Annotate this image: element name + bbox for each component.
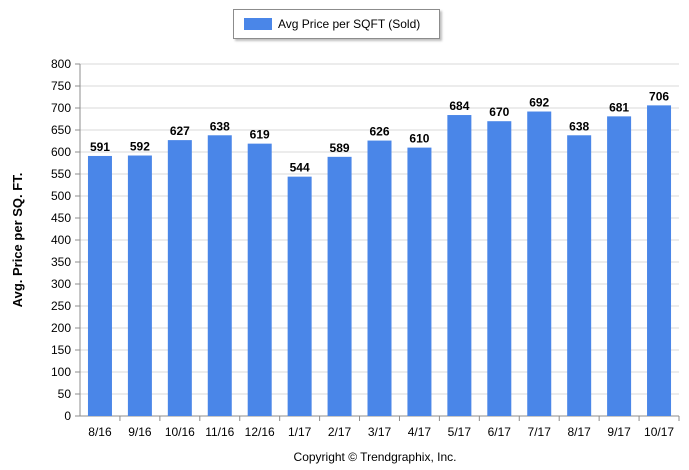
legend-swatch	[244, 18, 272, 30]
y-tick-label: 100	[51, 365, 71, 379]
x-tick-label: 7/17	[528, 425, 552, 439]
data-label: 619	[250, 128, 270, 142]
y-tick-label: 750	[51, 79, 71, 93]
data-label: 692	[529, 96, 549, 110]
x-tick-label: 10/16	[165, 425, 195, 439]
bar	[327, 156, 352, 416]
bar	[207, 135, 232, 416]
y-tick-label: 550	[51, 167, 71, 181]
legend: Avg Price per SQFT (Sold)	[233, 9, 440, 39]
x-tick-label: 10/17	[644, 425, 674, 439]
y-tick-label: 250	[51, 299, 71, 313]
bar	[367, 140, 392, 416]
y-tick-label: 700	[51, 101, 71, 115]
data-label: 610	[409, 132, 429, 146]
data-label: 706	[649, 89, 669, 103]
x-tick-label: 8/17	[567, 425, 591, 439]
x-tick-label: 5/17	[448, 425, 472, 439]
x-tick-label: 6/17	[488, 425, 512, 439]
y-tick-label: 200	[51, 321, 71, 335]
copyright-text: Copyright © Trendgraphix, Inc.	[294, 450, 457, 464]
tick-labels: 0 50 100 150 200 250 300 350 400 450 500 550 600 650 7…	[51, 57, 674, 439]
data-label: 589	[330, 141, 350, 155]
x-tick-label: 2/17	[328, 425, 352, 439]
y-tick-label: 600	[51, 145, 71, 159]
bar	[487, 121, 512, 416]
y-tick-label: 500	[51, 189, 71, 203]
bar	[407, 147, 432, 416]
data-label: 627	[170, 124, 190, 138]
bar	[607, 116, 632, 417]
x-tick-label: 9/16	[128, 425, 152, 439]
bar	[287, 176, 312, 416]
bar	[87, 155, 112, 416]
bars	[87, 105, 672, 417]
data-label: 638	[210, 119, 230, 133]
y-tick-label: 450	[51, 211, 71, 225]
bar	[167, 140, 192, 416]
x-tick-label: 4/17	[408, 425, 432, 439]
data-label: 544	[290, 161, 310, 175]
bar	[647, 105, 672, 417]
x-tick-label: 11/16	[205, 425, 234, 439]
data-label: 592	[130, 140, 150, 154]
x-tick-label: 9/17	[607, 425, 631, 439]
bar	[447, 115, 472, 416]
bar	[567, 135, 592, 416]
y-tick-label: 650	[51, 123, 71, 137]
data-label: 670	[489, 105, 509, 119]
y-tick-label: 800	[51, 57, 71, 71]
bar	[127, 155, 152, 416]
y-tick-label: 0	[64, 409, 71, 423]
bar	[247, 143, 272, 416]
bar	[527, 111, 552, 417]
data-label: 681	[609, 100, 629, 114]
data-labels: 591 592 627 638 619 544 589 626 610 684 670 692 638 6…	[90, 89, 669, 174]
y-tick-label: 400	[51, 233, 71, 247]
x-tick-label: 3/17	[368, 425, 392, 439]
y-tick-label: 300	[51, 277, 71, 291]
data-label: 591	[90, 140, 110, 154]
x-tick-label: 1/17	[288, 425, 312, 439]
y-tick-label: 150	[51, 343, 71, 357]
data-label: 626	[369, 125, 389, 139]
y-axis-label: Avg. Price per SQ. FT.	[10, 173, 25, 308]
x-tick-label: 12/16	[245, 425, 275, 439]
x-tick-label: 8/16	[88, 425, 112, 439]
y-tick-label: 350	[51, 255, 71, 269]
data-label: 638	[569, 119, 589, 133]
y-tick-label: 50	[58, 387, 72, 401]
legend-label: Avg Price per SQFT (Sold)	[278, 17, 421, 31]
data-label: 684	[449, 99, 469, 113]
